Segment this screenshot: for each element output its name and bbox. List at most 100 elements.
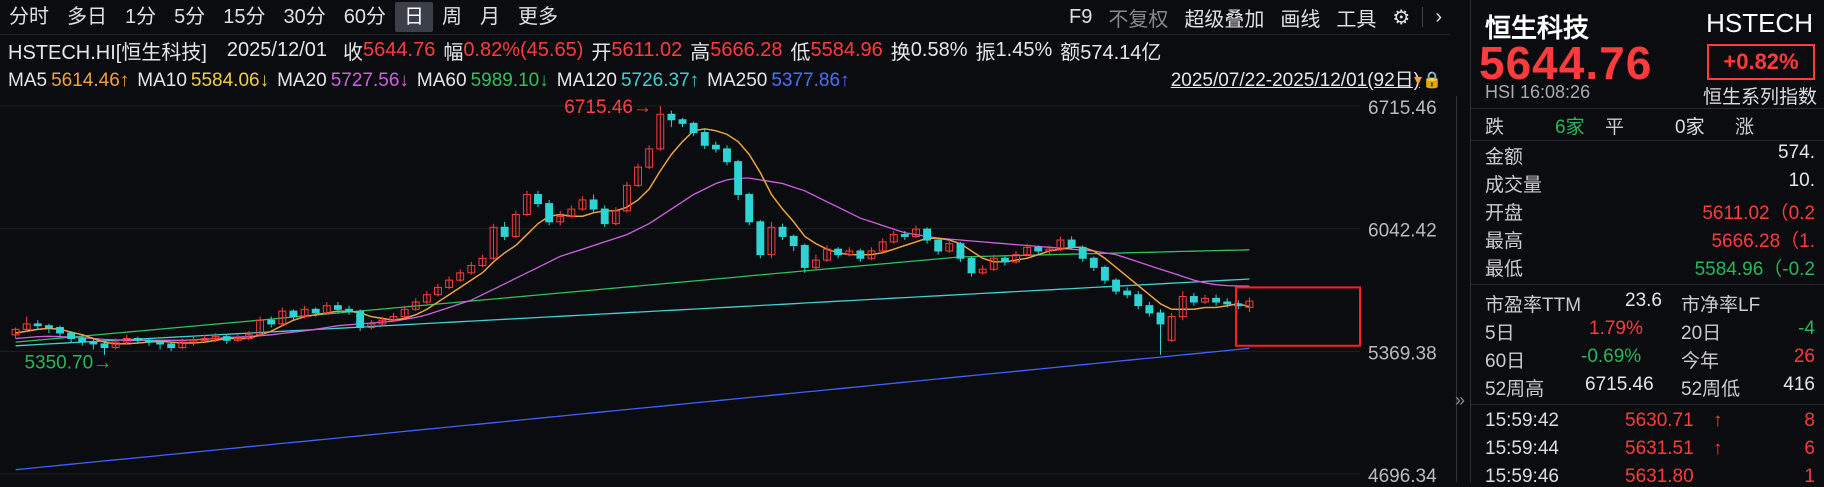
ma-legend: MA5 5614.46↑ MA10 5584.06↓ MA20 5727.56↓ MA… xyxy=(0,66,1450,96)
candle-body xyxy=(689,122,698,134)
exchange-time: HSI 16:08:26 xyxy=(1485,82,1591,102)
change-value: 0.82%(45.65) xyxy=(463,38,584,61)
candle-body xyxy=(845,250,854,256)
ma250-line xyxy=(15,347,1250,471)
candle-body xyxy=(789,235,798,247)
candle-body xyxy=(267,319,276,325)
tab-intraday[interactable]: 分时 xyxy=(9,6,49,28)
lock-icon[interactable]: ▾🔒 xyxy=(1414,72,1442,89)
tab-60min[interactable]: 60分 xyxy=(343,6,386,28)
y-tick-label: 6042.42 xyxy=(1368,221,1437,242)
return-row-2: 60日 -0.69% 今年 26 xyxy=(1485,346,1815,372)
candle-body xyxy=(1167,316,1176,341)
candle-body xyxy=(44,325,53,329)
quote-panel: 恒生科技 HSTECH 5644.76 +0.82% HSI 16:08:26 … xyxy=(1455,0,1824,482)
candle-body xyxy=(900,234,909,237)
tab-15min[interactable]: 15分 xyxy=(223,6,266,28)
draw-line-button[interactable]: 画线 xyxy=(1280,8,1321,31)
symbol-label: HSTECH.HI[恒生科技] xyxy=(8,41,207,64)
candle-body xyxy=(356,310,365,329)
candle-body xyxy=(278,310,287,325)
amplitude-key: 振 xyxy=(975,41,996,64)
no-adjust-button[interactable]: 不复权 xyxy=(1108,8,1169,31)
toolbar-actions: F9 不复权 超级叠加 画线 工具 ⚙ › xyxy=(1061,0,1450,34)
candle-body xyxy=(856,250,865,259)
amount-value: 574.14亿 xyxy=(1080,41,1162,64)
high-value: 5666.28 xyxy=(710,38,783,61)
tab-1min[interactable]: 1分 xyxy=(125,6,157,28)
candle-body xyxy=(1045,248,1054,252)
candle-body xyxy=(22,323,31,330)
candle-body xyxy=(1156,312,1165,325)
tab-multi-day[interactable]: 多日 xyxy=(67,6,107,28)
candle-body xyxy=(378,319,387,325)
candle-body xyxy=(934,239,943,252)
candle-body xyxy=(122,337,131,343)
divider xyxy=(1422,7,1424,27)
y-tick-label: 4696.34 xyxy=(1368,466,1437,482)
expand-panel-icon[interactable]: » xyxy=(1455,390,1466,410)
tab-more[interactable]: 更多 xyxy=(518,6,558,28)
candle-body xyxy=(889,234,898,243)
candle-body xyxy=(89,341,98,345)
tools-button[interactable]: 工具 xyxy=(1336,8,1377,31)
f9-button[interactable]: F9 xyxy=(1069,5,1093,28)
candle-body xyxy=(1034,246,1043,252)
candle-body xyxy=(456,272,465,281)
candle-body xyxy=(989,257,998,270)
tab-5min[interactable]: 5分 xyxy=(174,6,206,28)
super-overlay-button[interactable]: 超级叠加 xyxy=(1184,8,1265,31)
low-mark-label: 5350.70→ xyxy=(24,353,112,374)
candle-body xyxy=(823,248,831,261)
return-row-1: 5日 1.79% 20日 -4 xyxy=(1485,318,1815,344)
candle-body xyxy=(1067,239,1076,248)
tab-30min[interactable]: 30分 xyxy=(283,6,326,28)
candle-body xyxy=(489,226,498,259)
candle-body xyxy=(1212,297,1221,303)
settings-gear-icon[interactable]: ⚙ xyxy=(1392,6,1411,29)
chart-svg: 6715.46 6042.42 5369.38 4696.34 6715.46→ 5350… xyxy=(0,97,1437,487)
high-row: 最高 5666.28（1. xyxy=(1485,231,1815,252)
candle-body xyxy=(256,319,265,336)
divider xyxy=(1471,108,1824,109)
candle-body xyxy=(700,132,709,146)
date-range-selector[interactable]: 2025/07/22-2025/12/01(92日) xyxy=(1170,70,1420,91)
tab-monthly[interactable]: 月 xyxy=(480,6,500,28)
candle-body xyxy=(100,343,109,349)
index-code: HSTECH xyxy=(1706,8,1813,38)
candle-body xyxy=(1245,300,1254,308)
ma5-line xyxy=(15,128,1250,345)
candle-body xyxy=(445,279,454,288)
candle-body xyxy=(389,316,398,321)
low-key: 低 xyxy=(790,41,811,64)
divider xyxy=(1471,404,1824,405)
candle-body xyxy=(878,241,887,252)
divider xyxy=(1471,284,1824,285)
tick-row: 15:59:46 5631.80 1 xyxy=(1485,466,1815,482)
candle-body xyxy=(189,339,198,343)
ma120-key: MA120 xyxy=(556,70,617,91)
tab-daily[interactable]: 日 xyxy=(395,2,433,32)
up-arrow-icon: ↑ xyxy=(1713,410,1723,431)
candle-body xyxy=(222,336,231,341)
candle-body xyxy=(200,337,209,341)
chevron-right-icon[interactable]: › xyxy=(1435,5,1442,28)
amplitude-value: 1.45% xyxy=(995,38,1053,61)
tab-weekly[interactable]: 周 xyxy=(442,6,462,28)
candle-body xyxy=(478,257,487,267)
ma10-key: MA10 xyxy=(137,70,187,91)
candle-body xyxy=(56,327,64,334)
turnover-key: 换 xyxy=(890,41,911,64)
candle-body xyxy=(11,328,20,336)
ma10-value: 5584.06↓ xyxy=(190,70,270,91)
candle-body xyxy=(634,166,643,186)
candle-body xyxy=(434,286,442,296)
candle-body xyxy=(567,208,576,217)
up-arrow-icon: ↑ xyxy=(1713,438,1723,459)
candle-body xyxy=(300,308,309,318)
candle-body xyxy=(1000,257,1009,263)
candle-body xyxy=(978,268,987,274)
candlestick-chart[interactable]: 6715.46 6042.42 5369.38 4696.34 6715.46→ 5350… xyxy=(0,96,1457,487)
high-key: 高 xyxy=(690,41,711,64)
candle-body xyxy=(1189,296,1198,303)
